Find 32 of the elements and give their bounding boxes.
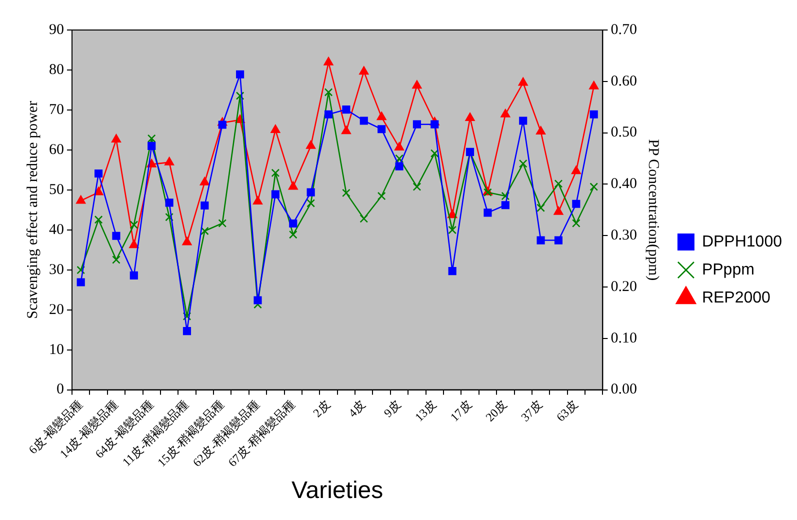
x-tick-label: 37皮	[518, 397, 546, 424]
y-tick-label: 40	[49, 222, 64, 238]
y-tick-label: 30	[49, 262, 64, 278]
legend-label: REP2000	[702, 289, 771, 306]
y2-tick-label: 0.10	[610, 330, 637, 346]
y2-tick-label: 0.20	[610, 278, 637, 295]
y-tick-label: 90	[49, 22, 64, 38]
y-tick-label: 60	[49, 142, 64, 158]
y2-tick-label: 0.50	[610, 124, 637, 141]
y-tick-label: 80	[49, 62, 64, 78]
x-tick-label: 2皮	[310, 397, 333, 420]
y-tick-label: 50	[49, 182, 64, 198]
legend-label: PPppm	[702, 261, 754, 278]
x-tick-label: 13皮	[412, 397, 439, 424]
y-tick-label: 20	[49, 302, 64, 318]
x-tick-label: 17皮	[448, 397, 474, 424]
legend-label: DPPH1000	[702, 233, 782, 250]
x-tick-label: 9皮	[380, 397, 404, 420]
y-tick-label: 10	[49, 342, 64, 358]
y2-tick-label: 0.60	[610, 73, 637, 90]
y-tick-label: 0	[56, 382, 64, 398]
y2-tick-label: 0.00	[610, 382, 637, 398]
y2-axis-title: PP Concentration(ppm)	[645, 139, 662, 281]
x-tick-label: 4皮	[346, 397, 368, 420]
y2-tick-label: 0.70	[610, 22, 637, 38]
x-tick-label: 63皮	[554, 397, 581, 424]
y2-tick-label: 0.40	[610, 176, 637, 192]
y-axis-title: Scavenging effect and reduce power	[24, 100, 41, 319]
x-axis-title: Varieties	[292, 477, 384, 504]
y2-tick-label: 0.30	[610, 228, 637, 244]
y-tick-label: 70	[49, 102, 64, 118]
x-tick-label: 20皮	[482, 397, 510, 424]
